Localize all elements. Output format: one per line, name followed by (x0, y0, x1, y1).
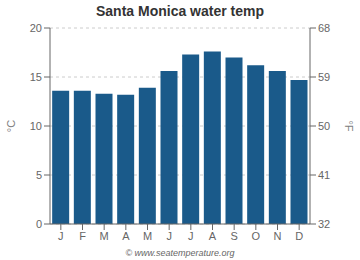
svg-text:41: 41 (318, 169, 330, 181)
svg-text:32: 32 (318, 218, 330, 230)
svg-text:M: M (143, 230, 152, 242)
svg-text:D: D (295, 230, 303, 242)
svg-text:50: 50 (318, 120, 330, 132)
svg-text:15: 15 (30, 71, 42, 83)
html-text:© www.seatemperature.org: © www.seatemperature.org (125, 248, 235, 258)
svg-text:°F: °F (343, 120, 352, 131)
svg-text:J: J (166, 230, 172, 242)
svg-text:68: 68 (318, 22, 330, 34)
svg-text:10: 10 (30, 120, 42, 132)
svg-text:A: A (209, 230, 217, 242)
svg-text:M: M (100, 230, 109, 242)
html-text:Santa Monica water temp: Santa Monica water temp (96, 3, 264, 19)
svg-text:F: F (79, 230, 86, 242)
svg-text:J: J (58, 230, 64, 242)
svg-text:°C: °C (8, 120, 17, 132)
svg-text:20: 20 (30, 22, 42, 34)
svg-text:59: 59 (318, 71, 330, 83)
svg-text:S: S (230, 230, 237, 242)
svg-text:5: 5 (36, 169, 42, 181)
svg-text:N: N (274, 230, 282, 242)
svg-text:0: 0 (36, 218, 42, 230)
svg-text:A: A (122, 230, 130, 242)
svg-text:J: J (188, 230, 194, 242)
svg-text:O: O (252, 230, 261, 242)
